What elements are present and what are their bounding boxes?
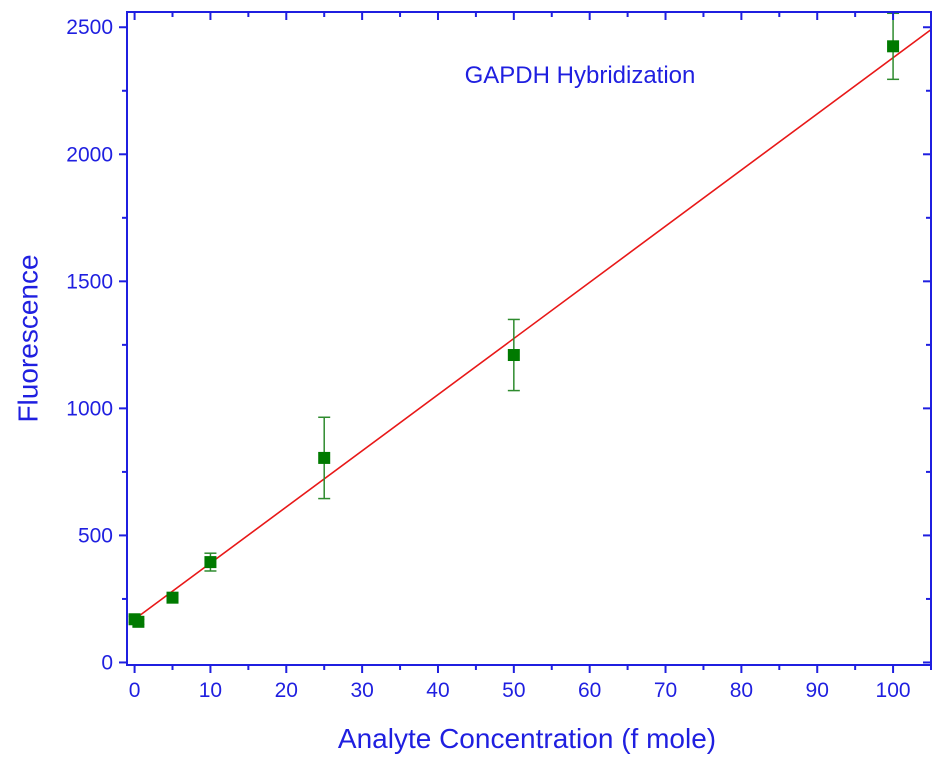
- fit-line-layer: [134, 29, 932, 620]
- y-tick-label: 1000: [66, 397, 113, 420]
- y-tick-label: 2000: [66, 143, 113, 166]
- y-tick-label: 500: [78, 524, 113, 547]
- x-tick-label: 100: [876, 679, 911, 702]
- x-tick-label: 80: [730, 679, 753, 702]
- data-point: [166, 591, 179, 604]
- errorbar-layer: [128, 12, 900, 626]
- x-tick-label: 0: [129, 679, 141, 702]
- x-tick-label: 90: [806, 679, 829, 702]
- x-tick-label: 50: [502, 679, 525, 702]
- plot-frame: [126, 11, 932, 666]
- y-tick-label: 0: [101, 651, 113, 674]
- x-axis-title: Analyte Concentration (f mole): [338, 723, 716, 754]
- x-tick-label: 40: [426, 679, 449, 702]
- x-tick-label: 30: [350, 679, 373, 702]
- x-tick-label: 60: [578, 679, 601, 702]
- point-layer: [128, 40, 900, 628]
- data-point: [318, 451, 331, 464]
- data-point: [132, 615, 145, 628]
- y-tick-label: 1500: [66, 270, 113, 293]
- x-tick-label: 10: [199, 679, 222, 702]
- x-tick-label: 20: [275, 679, 298, 702]
- axes-layer: 0 10 20 30 40 50 60 70 80 90 100050010001500200025…: [66, 11, 932, 702]
- data-point: [887, 40, 900, 53]
- fit-line: [134, 29, 932, 620]
- y-tick-label: 2500: [66, 16, 113, 39]
- data-point: [507, 349, 520, 362]
- x-tick-label: 70: [654, 679, 677, 702]
- y-axis-title: Fluorescence: [12, 254, 43, 422]
- data-point: [204, 556, 217, 569]
- chart-annotation: GAPDH Hybridization: [465, 62, 696, 89]
